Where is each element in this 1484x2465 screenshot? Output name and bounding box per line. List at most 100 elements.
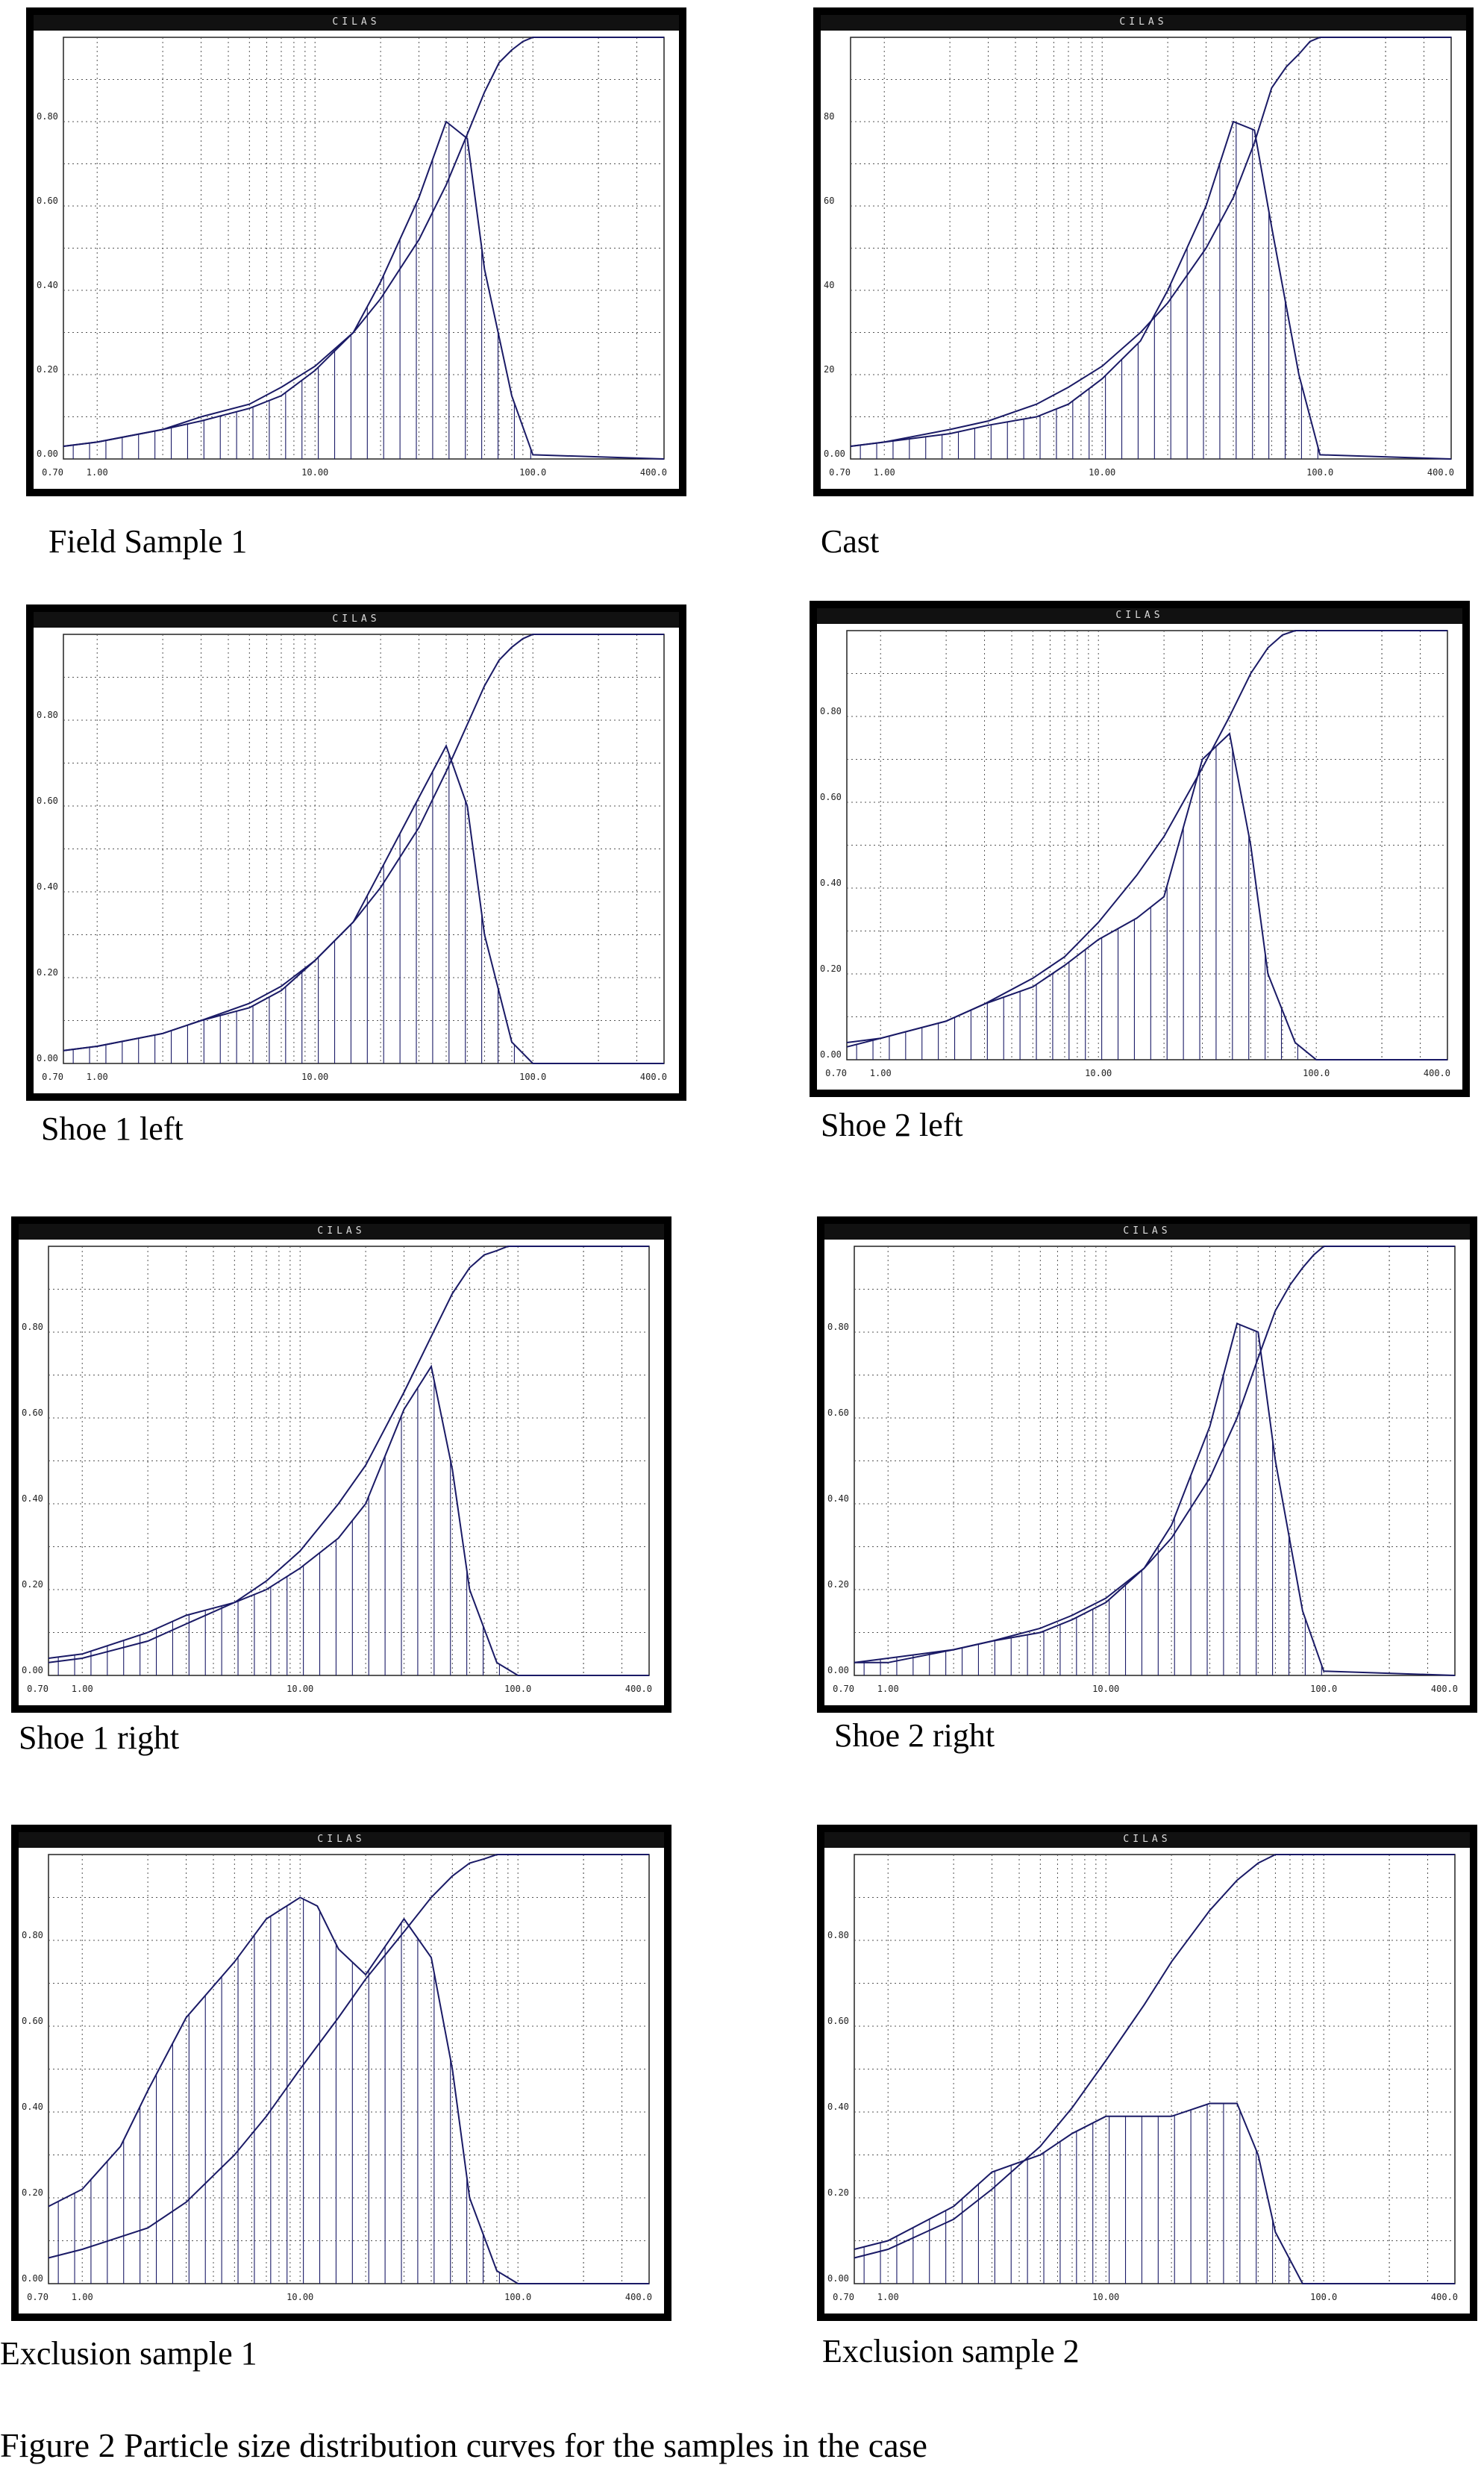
chart-window: CILAS 0.00 0.20 0.40 0.60 0.80 0.70 1.00 10.00 10…: [34, 612, 679, 1093]
chart-header-bar: CILAS: [34, 612, 679, 630]
y-tick-label: 0.80: [827, 1930, 849, 1940]
y-tick-label: 0.60: [37, 196, 58, 206]
x-tick-label: 0.70: [27, 1684, 48, 1694]
y-tick-label: 0.80: [37, 710, 58, 720]
chart-panel: CILAS 0.00 0.20 0.40 0.60 0.80 0.70 1.00 10.00 10…: [11, 1825, 671, 2321]
chart-window: CILAS 0.00 0.20 0.40 0.60 0.80 0.70 1.00 10.00 10…: [817, 608, 1462, 1090]
cumulative-curve: [48, 1854, 649, 2259]
chart-caption: Exclusion sample 1: [0, 2335, 257, 2372]
y-tick-label: 0.60: [22, 2016, 43, 2026]
x-tick-label: 0.70: [833, 1684, 854, 1694]
cumulative-curve: [63, 634, 664, 1052]
y-tick-label: 0.40: [827, 2102, 849, 2112]
chart-header-bar: CILAS: [34, 15, 679, 33]
y-tick-label: 0.40: [22, 2102, 43, 2112]
x-tick-label: 400.0: [1424, 1068, 1450, 1078]
chart-header-bar: CILAS: [19, 1224, 664, 1242]
y-tick-label: 0.40: [827, 1493, 849, 1504]
x-tick-label: 0.70: [42, 1072, 63, 1082]
chart-header-bar: CILAS: [19, 1832, 664, 1850]
chart-panel: CILAS 0.00 0.20 0.40 0.60 0.80 0.70 1.00 10.00 10…: [810, 601, 1470, 1097]
y-tick-label: 0.00: [827, 2273, 849, 2284]
x-tick-label: 1.00: [870, 1068, 892, 1078]
chart-header-text: CILAS: [1119, 16, 1168, 28]
x-tick-label: 10.00: [1092, 1684, 1119, 1694]
chart-header-text: CILAS: [332, 613, 381, 625]
x-tick-label: 0.70: [27, 2292, 48, 2302]
y-tick-label: 0.20: [827, 2187, 849, 2198]
frequency-curve: [850, 120, 1452, 460]
x-tick-label: 400.0: [1431, 2292, 1458, 2302]
y-tick-label: 0.20: [37, 967, 58, 978]
x-tick-label: 400.0: [1427, 467, 1454, 478]
x-tick-label: 100.0: [504, 2292, 531, 2302]
chart-plot: 0.00 0.20 0.40 0.60 0.80 0.70 1.00 10.00 100.0 40…: [820, 630, 1450, 1078]
y-tick-label: 0.20: [820, 963, 842, 974]
x-tick-label: 100.0: [504, 1684, 531, 1694]
frequency-curve: [48, 1896, 649, 2284]
cumulative-curve: [854, 1246, 1455, 1663]
x-tick-label: 1.00: [87, 467, 108, 478]
chart-panel: CILAS 0.00 0.20 0.40 0.60 0.80 0.70 1.00 10.00 10…: [817, 1825, 1477, 2321]
x-tick-label: 10.00: [1085, 1068, 1112, 1078]
y-tick-label: 0.00: [37, 449, 58, 459]
frequency-curve: [854, 1322, 1456, 1676]
chart-panel: CILAS 0.00 0.20 0.40 0.60 0.80 0.70 1.00 10.00 10…: [26, 7, 686, 496]
x-tick-label: 100.0: [1303, 1068, 1330, 1078]
y-tick-label: 0.00: [37, 1053, 58, 1063]
x-tick-label: 400.0: [625, 1684, 652, 1694]
x-tick-label: 0.70: [42, 467, 63, 478]
x-tick-label: 400.0: [640, 467, 667, 478]
chart-header-text: CILAS: [1123, 1225, 1171, 1237]
x-tick-label: 10.00: [287, 1684, 313, 1694]
x-tick-label: 400.0: [625, 2292, 652, 2302]
y-tick-label: 0.80: [827, 1322, 849, 1332]
chart-header-text: CILAS: [1115, 610, 1164, 621]
y-tick-label: 0.60: [22, 1408, 43, 1418]
y-tick-label: 0.80: [22, 1930, 43, 1940]
chart-caption: Shoe 1 left: [41, 1110, 184, 1147]
x-tick-label: 1.00: [874, 467, 895, 478]
y-tick-label: 0.80: [22, 1322, 43, 1332]
chart-header-text: CILAS: [317, 1225, 366, 1237]
x-tick-label: 400.0: [1431, 1684, 1458, 1694]
frequency-curve: [63, 744, 664, 1064]
chart-plot: 0.00 0.20 0.40 0.60 0.80 0.70 1.00 10.00 100.0 40…: [827, 1246, 1458, 1694]
chart-window: CILAS 0.00 0.20 0.40 0.60 0.80 0.70 1.00 10.00 10…: [824, 1832, 1470, 2314]
y-tick-label: 0.80: [37, 111, 58, 122]
chart-plot: 0.00 0.20 0.40 0.60 0.80 0.70 1.00 10.00 100.0 40…: [37, 37, 667, 478]
x-tick-label: 100.0: [1310, 1684, 1337, 1694]
chart-header-text: CILAS: [1123, 1834, 1171, 1845]
chart-plot: 0.00 20 40 60 80 0.70 1.00 10.00 100.0 400.0: [824, 37, 1454, 478]
x-tick-label: 10.00: [301, 1072, 328, 1082]
x-tick-label: 1.00: [72, 2292, 93, 2302]
chart-caption: Field Sample 1: [48, 523, 248, 560]
x-tick-label: 10.00: [1092, 2292, 1119, 2302]
x-tick-label: 100.0: [1310, 2292, 1337, 2302]
x-tick-label: 0.70: [833, 2292, 854, 2302]
y-tick-label: 0.00: [22, 2273, 43, 2284]
chart-caption: Exclusion sample 2: [822, 2333, 1080, 2369]
y-tick-label: 0.60: [820, 792, 842, 802]
frequency-curve: [63, 120, 665, 460]
chart-header-bar: CILAS: [817, 608, 1462, 626]
y-tick-label: 0.40: [820, 878, 842, 888]
chart-plot: 0.00 0.20 0.40 0.60 0.80 0.70 1.00 10.00 100.0 40…: [22, 1854, 652, 2302]
chart-panel: CILAS 0.00 0.20 0.40 0.60 0.80 0.70 1.00 10.00 10…: [26, 604, 686, 1101]
chart-caption: Shoe 1 right: [19, 1719, 180, 1756]
y-tick-label: 0.40: [22, 1493, 43, 1504]
chart-window: CILAS 0.00 0.20 0.40 0.60 0.80 0.70 1.00 10.00 10…: [824, 1224, 1470, 1705]
x-tick-label: 1.00: [877, 2292, 899, 2302]
chart-panel: CILAS 0.00 0.20 0.40 0.60 0.80 0.70 1.00 10.00 10…: [817, 1216, 1477, 1713]
cumulative-curve: [850, 37, 1451, 447]
y-tick-label: 0.00: [824, 449, 845, 459]
y-tick-label: 0.00: [22, 1665, 43, 1675]
x-tick-label: 400.0: [640, 1072, 667, 1082]
x-tick-label: 10.00: [1089, 467, 1115, 478]
y-tick-label: 40: [824, 280, 834, 290]
chart-header-text: CILAS: [317, 1834, 366, 1845]
x-tick-label: 10.00: [287, 2292, 313, 2302]
x-tick-label: 1.00: [877, 1684, 899, 1694]
cumulative-curve: [48, 1246, 649, 1663]
chart-panel: CILAS 0.00 20 40 60 80 0.70 1.00 10.00 100.0 400.0: [813, 7, 1474, 496]
